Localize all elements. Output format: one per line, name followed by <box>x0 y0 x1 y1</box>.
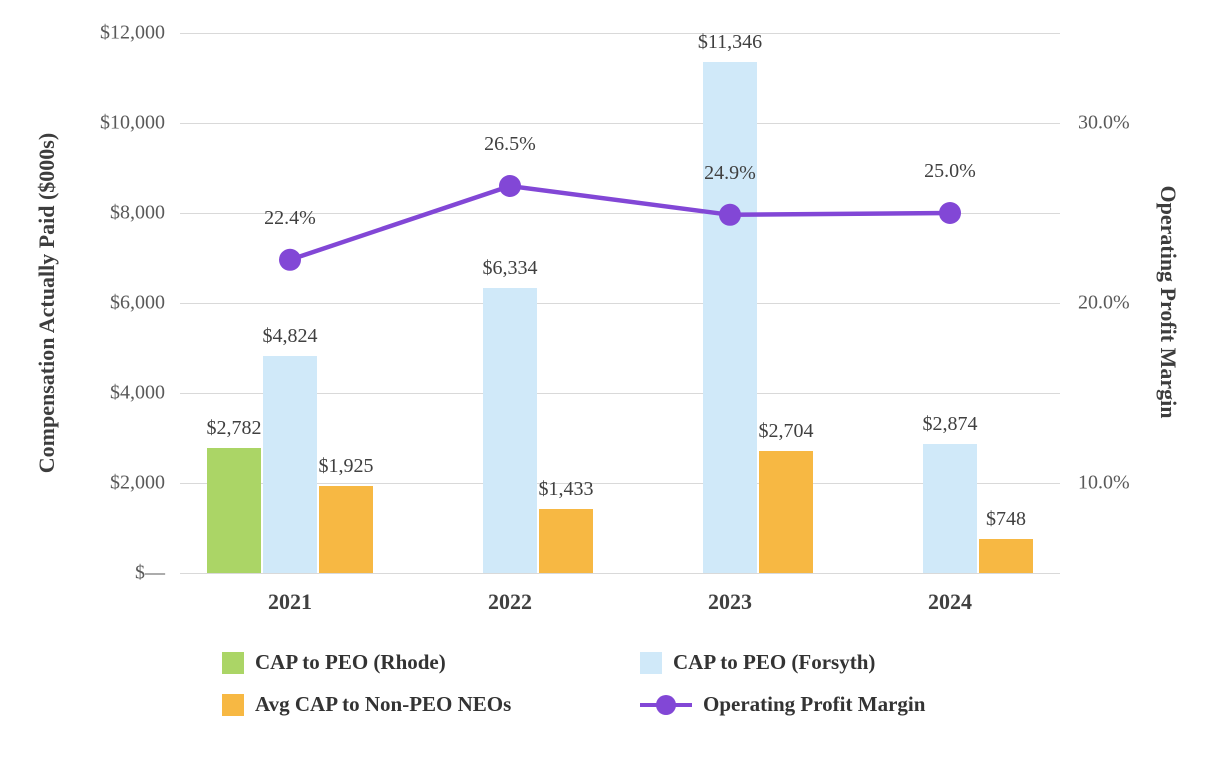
bar <box>263 355 317 573</box>
bar-value-label: $2,874 <box>922 412 978 435</box>
left-axis-tick: $4,000 <box>110 381 165 404</box>
right-axis-title: Operating Profit Margin <box>1156 185 1181 419</box>
gridline <box>180 212 1060 214</box>
gridline <box>180 302 1060 304</box>
gridline <box>180 32 1060 34</box>
bar <box>207 447 261 573</box>
left-axis-tick: $8,000 <box>110 201 165 224</box>
bar <box>923 443 977 573</box>
line-marker <box>939 202 961 224</box>
right-axis-tick: 30.0% <box>1078 111 1130 134</box>
legend-item: Avg CAP to Non-PEO NEOs <box>222 692 511 717</box>
line-value-label: 25.0% <box>924 160 976 182</box>
line-value-label: 22.4% <box>264 206 316 229</box>
line-value-label: 24.9% <box>704 161 756 184</box>
bar <box>703 62 757 573</box>
gridline <box>180 122 1060 124</box>
legend-item: CAP to PEO (Rhode) <box>222 650 446 675</box>
left-axis-tick: $— <box>135 561 165 584</box>
x-axis-category: 2022 <box>488 589 532 614</box>
x-axis-category: 2021 <box>268 589 312 614</box>
legend-swatch <box>640 651 662 674</box>
bar-value-label: $2,782 <box>206 416 262 439</box>
line-marker <box>499 175 521 197</box>
bar-value-label: $748 <box>986 508 1026 531</box>
right-axis-tick: 20.0% <box>1078 291 1130 314</box>
bar <box>759 451 813 573</box>
bar-value-label: $1,433 <box>538 477 594 500</box>
bar-value-label: $11,346 <box>697 31 763 54</box>
left-axis-tick: $12,000 <box>100 21 165 44</box>
left-axis-tick: $2,000 <box>110 471 165 494</box>
legend-swatch <box>222 651 244 674</box>
line-value-label: 26.5% <box>484 133 536 155</box>
legend-label: Avg CAP to Non-PEO NEOs <box>255 692 512 716</box>
legend-line-marker <box>640 694 692 716</box>
legend-item: Operating Profit Margin <box>640 692 925 717</box>
legend-label: CAP to PEO (Rhode) <box>255 650 446 674</box>
bar-value-label: $2,704 <box>758 420 814 443</box>
gridline <box>180 482 1060 484</box>
gridline <box>180 572 1060 574</box>
x-axis-category: 2024 <box>928 589 972 614</box>
bar-value-label: $4,824 <box>262 324 318 347</box>
bar <box>539 508 593 573</box>
left-axis-tick: $6,000 <box>110 291 165 314</box>
gridline <box>180 392 1060 394</box>
bar <box>319 486 373 573</box>
legend-label: Operating Profit Margin <box>703 692 926 716</box>
x-axis-category: 2023 <box>708 589 752 614</box>
legend-item: CAP to PEO (Forsyth) <box>640 650 875 675</box>
bar <box>979 539 1033 573</box>
bar-value-label: $6,334 <box>482 256 538 279</box>
line-series <box>279 175 961 271</box>
bar <box>483 287 537 573</box>
line-marker <box>719 203 741 226</box>
left-axis-tick: $10,000 <box>100 111 165 134</box>
legend-label: CAP to PEO (Forsyth) <box>673 650 876 674</box>
right-axis-tick: 10.0% <box>1078 471 1130 494</box>
bar-value-label: $1,925 <box>318 455 374 478</box>
line-marker <box>279 248 301 271</box>
legend-swatch <box>222 693 244 716</box>
plot-area <box>180 32 1060 574</box>
